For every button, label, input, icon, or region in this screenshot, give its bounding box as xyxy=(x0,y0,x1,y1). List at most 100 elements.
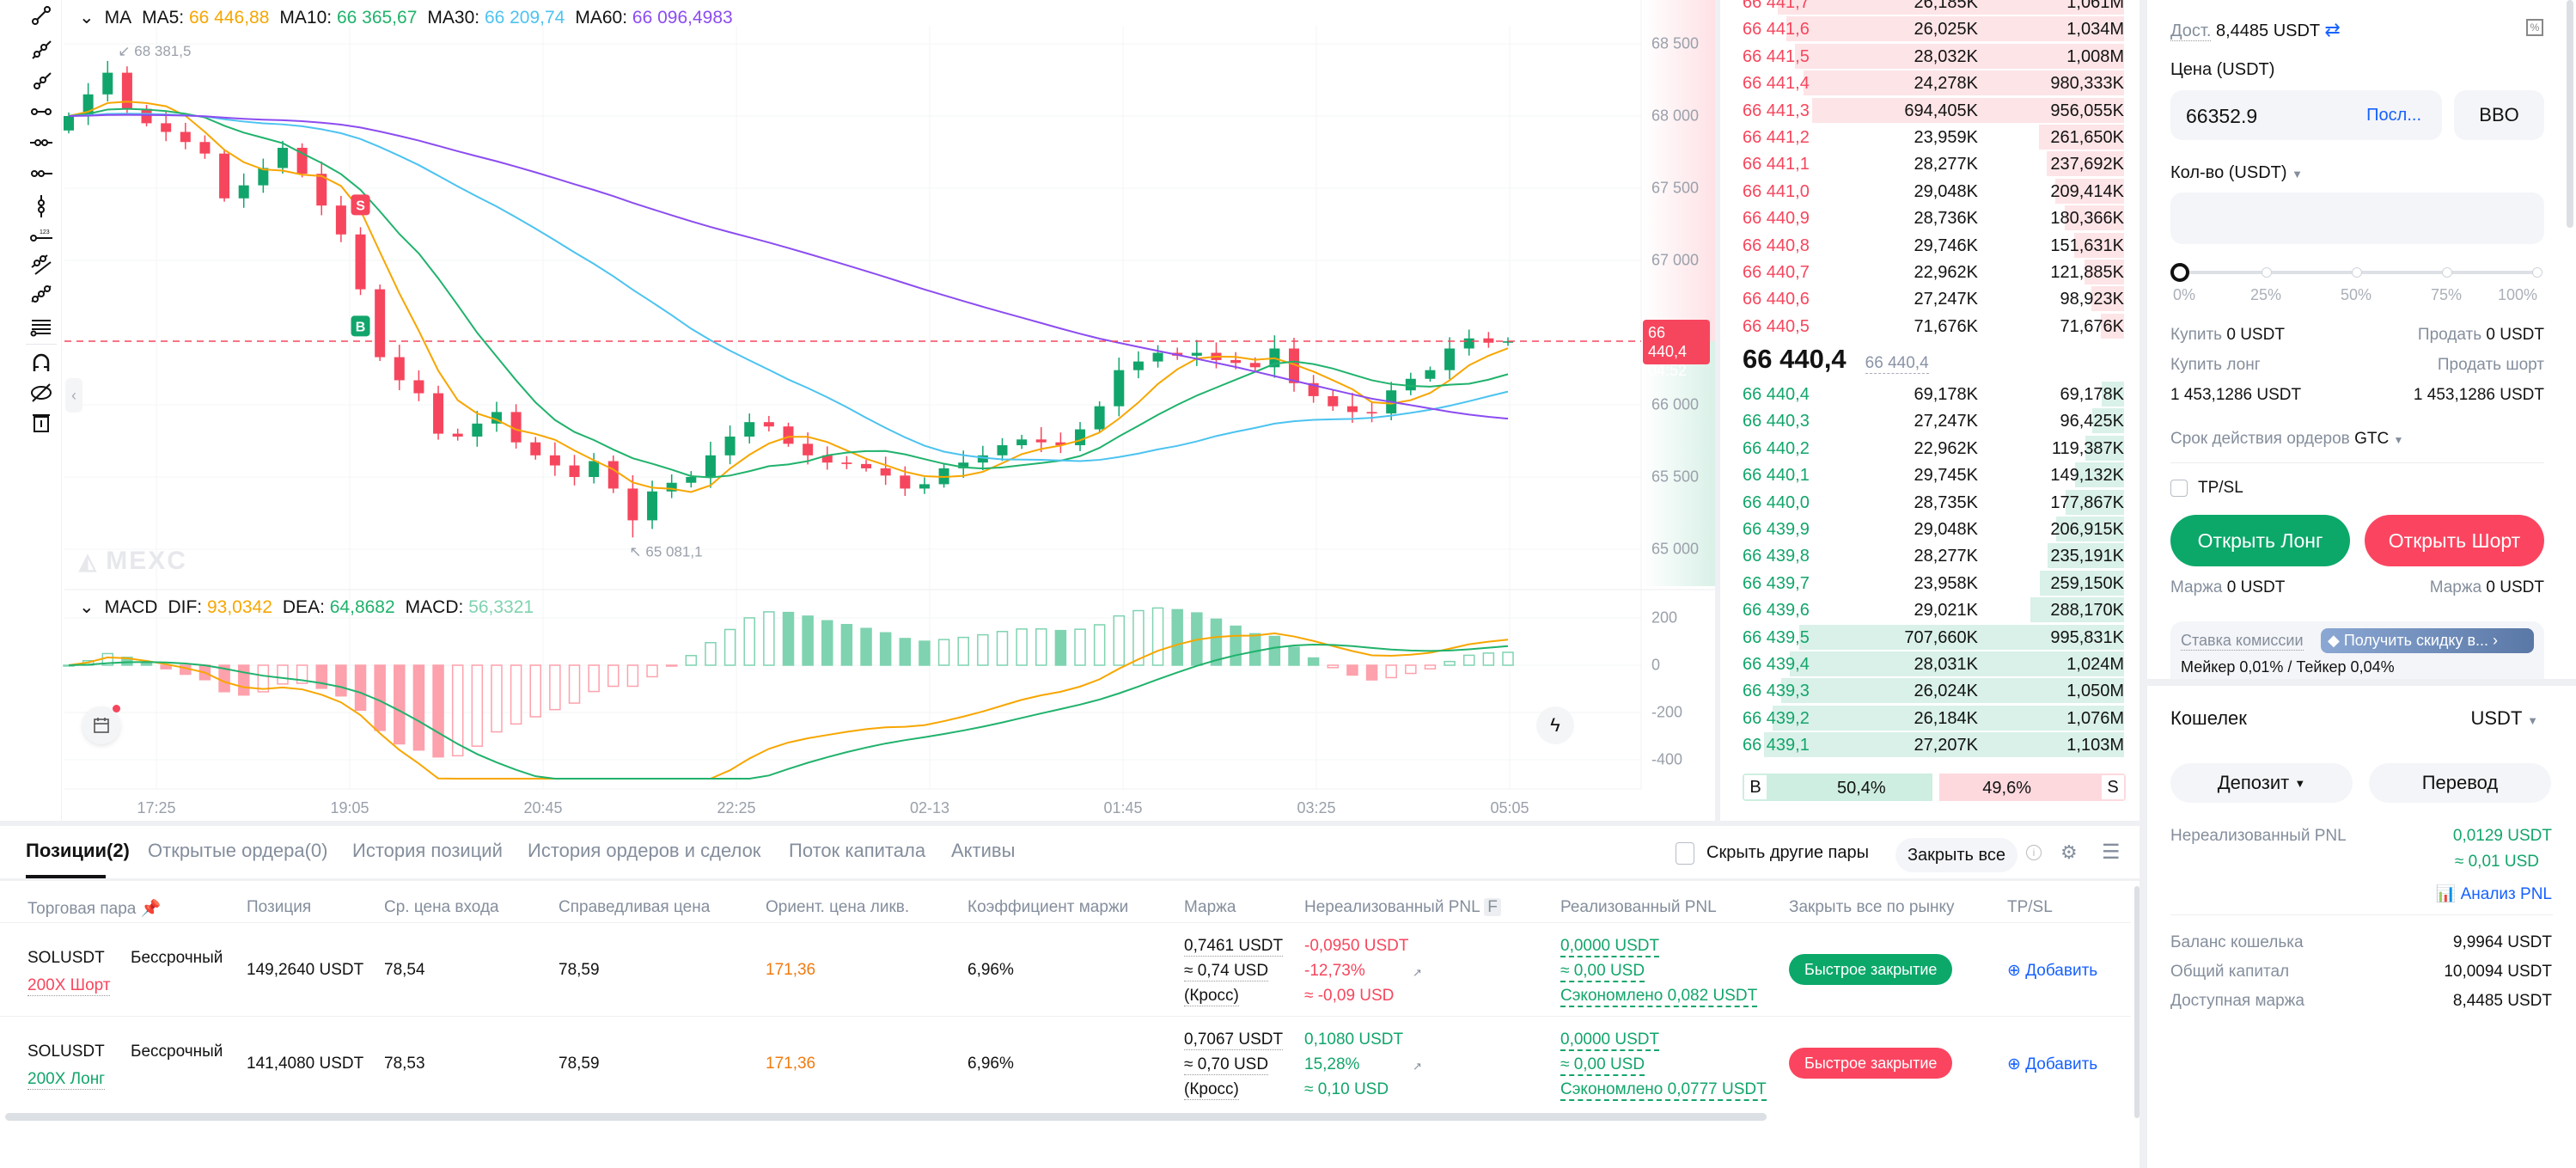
fee-discount-button[interactable]: ◆ Получить скидку в... › xyxy=(2321,628,2534,653)
tab-assets[interactable]: Активы xyxy=(951,840,1016,861)
ask-row[interactable]: 66 441,4 24,278K 980,333K xyxy=(1720,70,2140,96)
collapse-chevron-icon[interactable]: ⌄ xyxy=(79,597,95,617)
horizontal-line-tool[interactable] xyxy=(26,127,57,158)
quick-close-button[interactable]: Быстрое закрытие xyxy=(1789,1048,1953,1079)
bid-row[interactable]: 66 439,2 26,184K 1,076M xyxy=(1720,705,2140,731)
collapse-chevron-icon[interactable]: ⌄ xyxy=(79,8,95,28)
share-icon[interactable]: ↗ xyxy=(1413,966,1422,979)
parallel-channel-tool[interactable] xyxy=(26,249,57,280)
margin-mode[interactable]: (Кросс) xyxy=(1184,987,1239,1006)
wallet-currency-dropdown[interactable]: USDT ▼ xyxy=(2471,707,2539,730)
bid-row[interactable]: 66 439,6 29,021K 288,170K xyxy=(1720,596,2140,623)
ask-row[interactable]: 66 441,7 26,185K 1,061M xyxy=(1720,0,2140,15)
bid-row[interactable]: 66 439,5 707,660K 995,831K xyxy=(1720,624,2140,651)
pitchfork-tool[interactable] xyxy=(26,278,57,309)
tab-position-history[interactable]: История позиций xyxy=(352,840,503,861)
slider-mark-75[interactable] xyxy=(2442,267,2452,278)
ask-row[interactable]: 66 441,3 694,405K 956,055K xyxy=(1720,97,2140,124)
trend-line-tool[interactable] xyxy=(26,0,57,31)
bid-row[interactable]: 66 439,9 29,048K 206,915K xyxy=(1720,516,2140,542)
ask-row[interactable]: 66 441,1 28,277K 237,692K xyxy=(1720,150,2140,177)
rpnl-usd[interactable]: ≈ 0,00 USD xyxy=(1560,1055,1645,1076)
ask-row[interactable]: 66 440,6 27,247K 98,923K xyxy=(1720,285,2140,312)
add-tpsl-button[interactable]: ⊕ Добавить xyxy=(2007,961,2097,981)
ask-row[interactable]: 66 440,9 28,736K 180,366K xyxy=(1720,205,2140,231)
hide-other-pairs-checkbox[interactable] xyxy=(1676,842,1694,865)
tab-open-orders[interactable]: Открытые ордера(0) xyxy=(148,840,328,861)
bid-row[interactable]: 66 439,8 28,277K 235,191K xyxy=(1720,542,2140,569)
trade-marker-s[interactable] xyxy=(351,194,370,216)
price-line-tool[interactable]: 123 xyxy=(26,220,57,251)
bid-row[interactable]: 66 440,1 29,745K 149,132K xyxy=(1720,462,2140,488)
bid-row[interactable]: 66 439,4 28,031K 1,024M xyxy=(1720,651,2140,677)
ask-row[interactable]: 66 441,0 29,048K 209,414K xyxy=(1720,178,2140,205)
pair-symbol[interactable]: SOLUSDT xyxy=(27,949,105,967)
info-icon[interactable]: i xyxy=(2026,845,2042,860)
mark-price[interactable]: 66 440,4 xyxy=(1865,354,1929,374)
rpnl-value[interactable]: 0,0000 USDT xyxy=(1560,1030,1660,1051)
delete-drawings-tool[interactable] xyxy=(26,407,57,438)
trade-marker-b[interactable] xyxy=(351,315,370,337)
panel-scrollbar[interactable] xyxy=(2567,0,2573,228)
rpnl-saved[interactable]: Сэкономлено 0,0777 USDT xyxy=(1560,1080,1767,1101)
leverage-side[interactable]: 200X Лонг xyxy=(27,1070,106,1090)
time-in-force-dropdown[interactable]: Срок действия ордеров GTC ▼ xyxy=(2170,430,2403,449)
margin-mode[interactable]: (Кросс) xyxy=(1184,1080,1239,1100)
ray-tool[interactable] xyxy=(26,34,57,65)
tpsl-checkbox[interactable] xyxy=(2170,480,2188,497)
qty-unit-dropdown[interactable]: Кол-во (USDT) ▼ xyxy=(2170,163,2303,183)
bid-row[interactable]: 66 439,7 23,958K 259,150K xyxy=(1720,570,2140,596)
bid-row[interactable]: 66 439,3 26,024K 1,050M xyxy=(1720,677,2140,704)
slider-mark-100[interactable] xyxy=(2532,267,2542,278)
horizontal-ray-tool[interactable] xyxy=(26,158,57,189)
magnet-tool[interactable] xyxy=(26,347,57,378)
extended-line-tool[interactable] xyxy=(26,66,57,97)
fib-levels-tool[interactable] xyxy=(26,311,57,342)
bbo-button[interactable]: BBO xyxy=(2454,90,2544,140)
chart-panel[interactable]: ↙ 68 381,5 ↖ 65 081,1 S B ⌄ MA MA5: 66 446,… xyxy=(0,0,1715,821)
bid-row[interactable]: 66 439,1 27,207K 1,103M xyxy=(1720,731,2140,758)
transfer-swap-icon[interactable]: ⇄ xyxy=(2324,19,2341,40)
pnl-analysis-link[interactable]: 📊 Анализ PNL xyxy=(2436,884,2552,904)
quick-trade-button[interactable]: ϟ xyxy=(1536,706,1574,744)
last-price-button[interactable]: Посл... xyxy=(2366,106,2421,125)
horizontal-segment-tool[interactable] xyxy=(26,96,57,127)
open-long-button[interactable]: Открыть Лонг xyxy=(2170,515,2350,566)
collapse-toolbar-button[interactable]: ‹ xyxy=(65,378,82,413)
bid-row[interactable]: 66 440,3 27,247K 96,425K xyxy=(1720,407,2140,434)
ask-row[interactable]: 66 440,5 71,676K 71,676K xyxy=(1720,313,2140,339)
tab-positions[interactable]: Позиции(2) xyxy=(26,840,130,861)
slider-mark-25[interactable] xyxy=(2262,267,2272,278)
share-icon[interactable]: ↗ xyxy=(1413,1060,1422,1073)
bid-row[interactable]: 66 440,4 69,178K 69,178K xyxy=(1720,381,2140,407)
rpnl-value[interactable]: 0,0000 USDT xyxy=(1560,937,1660,957)
tab-order-history[interactable]: История ордеров и сделок xyxy=(528,840,761,861)
ask-row[interactable]: 66 440,8 29,746K 151,631K xyxy=(1720,232,2140,259)
quick-close-button[interactable]: Быстрое закрытие xyxy=(1789,954,1953,985)
vertical-scrollbar[interactable] xyxy=(2134,886,2140,1118)
vertical-line-tool[interactable] xyxy=(26,191,57,222)
pnl-fair-badge[interactable]: F xyxy=(1484,898,1501,916)
pin-icon[interactable]: 📌 xyxy=(140,900,162,918)
rpnl-usd[interactable]: ≈ 0,00 USD xyxy=(1560,962,1645,982)
calendar-button[interactable] xyxy=(82,705,120,744)
bid-row[interactable]: 66 440,0 28,735K 177,867K xyxy=(1720,489,2140,516)
hide-drawings-tool[interactable] xyxy=(26,377,57,408)
add-tpsl-button[interactable]: ⊕ Добавить xyxy=(2007,1055,2097,1074)
price-chart[interactable]: ↙ 68 381,5 ↖ 65 081,1 S B xyxy=(0,0,1715,821)
ask-row[interactable]: 66 441,5 28,032K 1,008M xyxy=(1720,43,2140,70)
pair-symbol[interactable]: SOLUSDT xyxy=(27,1043,105,1061)
close-all-button[interactable]: Закрыть все xyxy=(1895,838,2017,872)
open-short-button[interactable]: Открыть Шорт xyxy=(2365,515,2544,566)
bid-row[interactable]: 66 440,2 22,962K 119,387K xyxy=(1720,435,2140,462)
deposit-button[interactable]: Депозит ▼ xyxy=(2170,763,2353,803)
calculator-icon[interactable]: % xyxy=(2526,19,2543,36)
slider-handle[interactable] xyxy=(2170,263,2189,282)
rpnl-saved[interactable]: Сэкономлено 0,082 USDT xyxy=(1560,987,1758,1007)
settings-sliders-icon[interactable]: ⚙ xyxy=(2060,841,2078,863)
quantity-input[interactable] xyxy=(2170,193,2544,244)
price-input[interactable]: 66352.9 Посл... xyxy=(2170,90,2442,140)
tab-capital-flow[interactable]: Поток капитала xyxy=(789,840,926,861)
leverage-side[interactable]: 200X Шорт xyxy=(27,976,111,996)
slider-mark-50[interactable] xyxy=(2352,267,2362,278)
